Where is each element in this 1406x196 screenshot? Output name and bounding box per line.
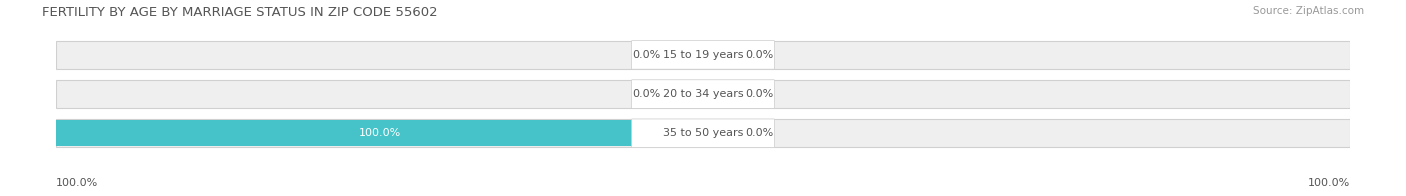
Text: 20 to 34 years: 20 to 34 years: [662, 89, 744, 99]
Bar: [703, 81, 735, 107]
Text: 0.0%: 0.0%: [633, 89, 661, 99]
Text: 100.0%: 100.0%: [359, 128, 401, 138]
Text: 0.0%: 0.0%: [745, 89, 773, 99]
Bar: [671, 81, 703, 107]
Text: 0.0%: 0.0%: [633, 50, 661, 60]
Bar: [703, 42, 735, 68]
FancyBboxPatch shape: [631, 80, 775, 108]
Text: FERTILITY BY AGE BY MARRIAGE STATUS IN ZIP CODE 55602: FERTILITY BY AGE BY MARRIAGE STATUS IN Z…: [42, 6, 437, 19]
Text: 0.0%: 0.0%: [745, 50, 773, 60]
Bar: [703, 120, 735, 146]
FancyBboxPatch shape: [631, 119, 775, 148]
Bar: [56, 120, 703, 146]
Bar: [671, 120, 703, 146]
Bar: [56, 119, 1350, 147]
FancyBboxPatch shape: [631, 41, 775, 69]
Text: 100.0%: 100.0%: [56, 178, 98, 188]
Text: Source: ZipAtlas.com: Source: ZipAtlas.com: [1253, 6, 1364, 16]
Bar: [56, 41, 1350, 69]
Bar: [56, 80, 1350, 108]
Bar: [671, 42, 703, 68]
Text: 100.0%: 100.0%: [1308, 178, 1350, 188]
Text: 0.0%: 0.0%: [745, 128, 773, 138]
Text: 15 to 19 years: 15 to 19 years: [662, 50, 744, 60]
Text: 35 to 50 years: 35 to 50 years: [662, 128, 744, 138]
